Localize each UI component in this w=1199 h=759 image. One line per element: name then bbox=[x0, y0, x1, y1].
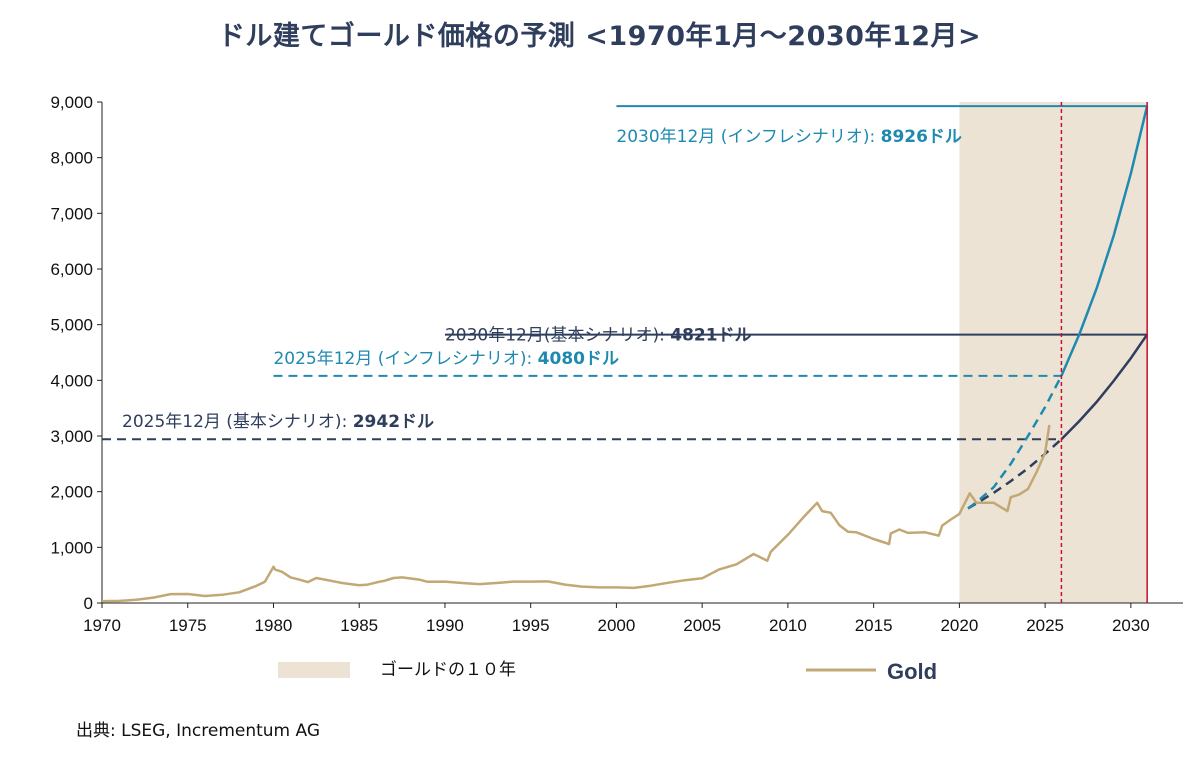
legend-label-gold: Gold bbox=[887, 659, 937, 684]
reference-value-label: 4821ドル bbox=[670, 326, 751, 346]
gold-price-chart: 0 1,000 2,000 3,000 4,000 5,000 6,000 7,000 8,00… bbox=[50, 93, 1183, 684]
x-tick-label: 1995 bbox=[512, 616, 550, 635]
x-tick-label: 2020 bbox=[940, 616, 978, 635]
y-tick-label: 8,000 bbox=[50, 149, 93, 168]
source-note: 出典: LSEG, Incrementum AG bbox=[76, 721, 321, 741]
y-tick-label: 7,000 bbox=[50, 204, 93, 223]
reference-lines bbox=[102, 105, 1148, 441]
y-tick-label: 6,000 bbox=[50, 260, 93, 279]
shaded-region-layer bbox=[959, 102, 1148, 603]
reference-label: 2030年12月 (インフレシナリオ): 8926ドル bbox=[616, 127, 962, 147]
reference-value-label: 8926ドル bbox=[881, 127, 962, 147]
reference-label: 2025年12月 (基本シナリオ): 2942ドル bbox=[122, 412, 434, 432]
x-tick-label: 1980 bbox=[255, 616, 293, 635]
series-layer bbox=[101, 105, 1149, 603]
x-tick-label: 2030 bbox=[1112, 616, 1150, 635]
projection-line-near bbox=[967, 375, 1063, 510]
y-tick-label: 2,000 bbox=[50, 483, 93, 502]
x-tick-label: 2010 bbox=[769, 616, 807, 635]
x-tick-label: 2000 bbox=[598, 616, 636, 635]
reference-label: 2030年12月(基本シナリオ): 4821ドル bbox=[445, 326, 752, 346]
reference-label-text: 2025年12月 (インフレシナリオ): bbox=[273, 349, 537, 369]
x-tick-label: 2025 bbox=[1026, 616, 1064, 635]
reference-label-text: 2030年12月 (インフレシナリオ): bbox=[616, 127, 880, 147]
vertical-lines bbox=[1060, 102, 1148, 603]
x-tick-label: 2005 bbox=[683, 616, 721, 635]
legend: ゴールドの１０年 Gold bbox=[278, 659, 937, 684]
x-tick-label: 1985 bbox=[340, 616, 378, 635]
projection-line-far bbox=[1060, 333, 1149, 441]
reference-value-label: 2942ドル bbox=[353, 412, 434, 432]
y-tick-label: 3,000 bbox=[50, 427, 93, 446]
axes: 0 1,000 2,000 3,000 4,000 5,000 6,000 7,000 8,00… bbox=[50, 93, 1183, 635]
chart-title: ドル建てゴールド価格の予測 <1970年1月～2030年12月> bbox=[217, 21, 982, 52]
reference-label-text: 2030年12月(基本シナリオ): bbox=[445, 326, 670, 346]
reference-value-label: 4080ドル bbox=[538, 349, 619, 369]
y-tick-label: 1,000 bbox=[50, 538, 93, 557]
x-tick-label: 1975 bbox=[169, 616, 207, 635]
gold-price-line bbox=[101, 424, 1051, 603]
projection-line-far bbox=[1060, 105, 1149, 377]
y-tick-label: 5,000 bbox=[50, 316, 93, 335]
legend-swatch-decade bbox=[278, 662, 350, 678]
reference-label: 2025年12月 (インフレシナリオ): 4080ドル bbox=[273, 349, 619, 369]
annotation-labels: 2030年12月 (インフレシナリオ): 8926ドル 2030年12月(基本シナ… bbox=[122, 127, 962, 432]
y-tick-label: 4,000 bbox=[50, 371, 93, 390]
x-tick-label: 1990 bbox=[426, 616, 464, 635]
y-tick-label: 0 bbox=[84, 594, 93, 613]
legend-label-decade: ゴールドの１０年 bbox=[380, 659, 516, 680]
reference-label-text: 2025年12月 (基本シナリオ): bbox=[122, 412, 353, 432]
x-tick-label: 2015 bbox=[855, 616, 893, 635]
y-tick-label: 9,000 bbox=[50, 93, 93, 112]
shaded-region-gold-decade bbox=[959, 102, 1148, 603]
x-tick-label: 1970 bbox=[83, 616, 121, 635]
